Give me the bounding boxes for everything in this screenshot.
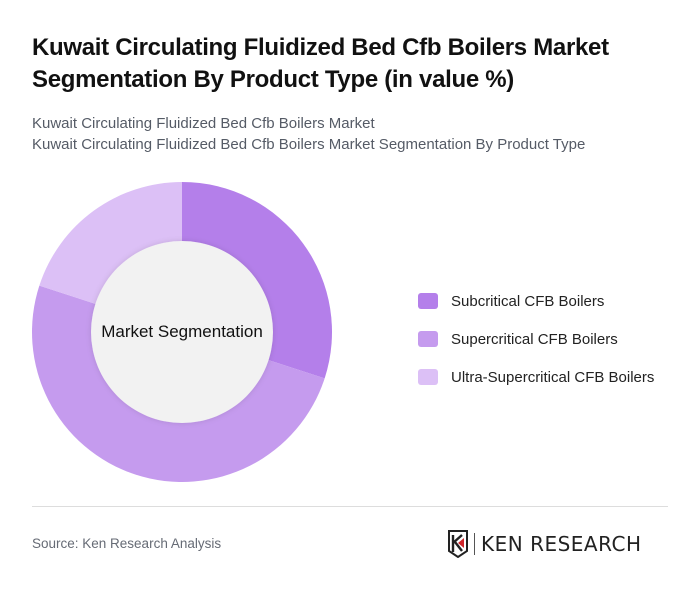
footer-divider [32,506,668,507]
legend-label: Supercritical CFB Boilers [451,330,618,348]
legend-label: Subcritical CFB Boilers [451,292,605,310]
legend-swatch [418,293,438,309]
legend-item-subcritical[interactable]: Subcritical CFB Boilers [418,282,654,320]
source-note: Source: Ken Research Analysis [32,536,222,551]
legend-swatch [418,369,438,385]
ken-research-logo[interactable]: KEN RESEARCH [447,530,642,558]
logo-separator [474,533,475,555]
legend: Subcritical CFB Boilers Supercritical CF… [418,282,654,396]
legend-swatch [418,331,438,347]
subtitle-line-1: Kuwait Circulating Fluidized Bed Cfb Boi… [32,115,375,132]
donut-hole [91,241,273,423]
legend-item-supercritical[interactable]: Supercritical CFB Boilers [418,320,654,358]
ken-research-logo-icon [448,530,468,558]
logo-text: KEN RESEARCH [481,532,642,556]
legend-item-ultra-supercritical[interactable]: Ultra-Supercritical CFB Boilers [418,358,654,396]
legend-label: Ultra-Supercritical CFB Boilers [451,368,655,386]
chart-subtitle: Kuwait Circulating Fluidized Bed Cfb Boi… [32,113,585,155]
chart-title: Kuwait Circulating Fluidized Bed Cfb Boi… [32,34,609,93]
subtitle-line-2: Kuwait Circulating Fluidized Bed Cfb Boi… [32,136,586,153]
donut-chart [32,182,332,482]
